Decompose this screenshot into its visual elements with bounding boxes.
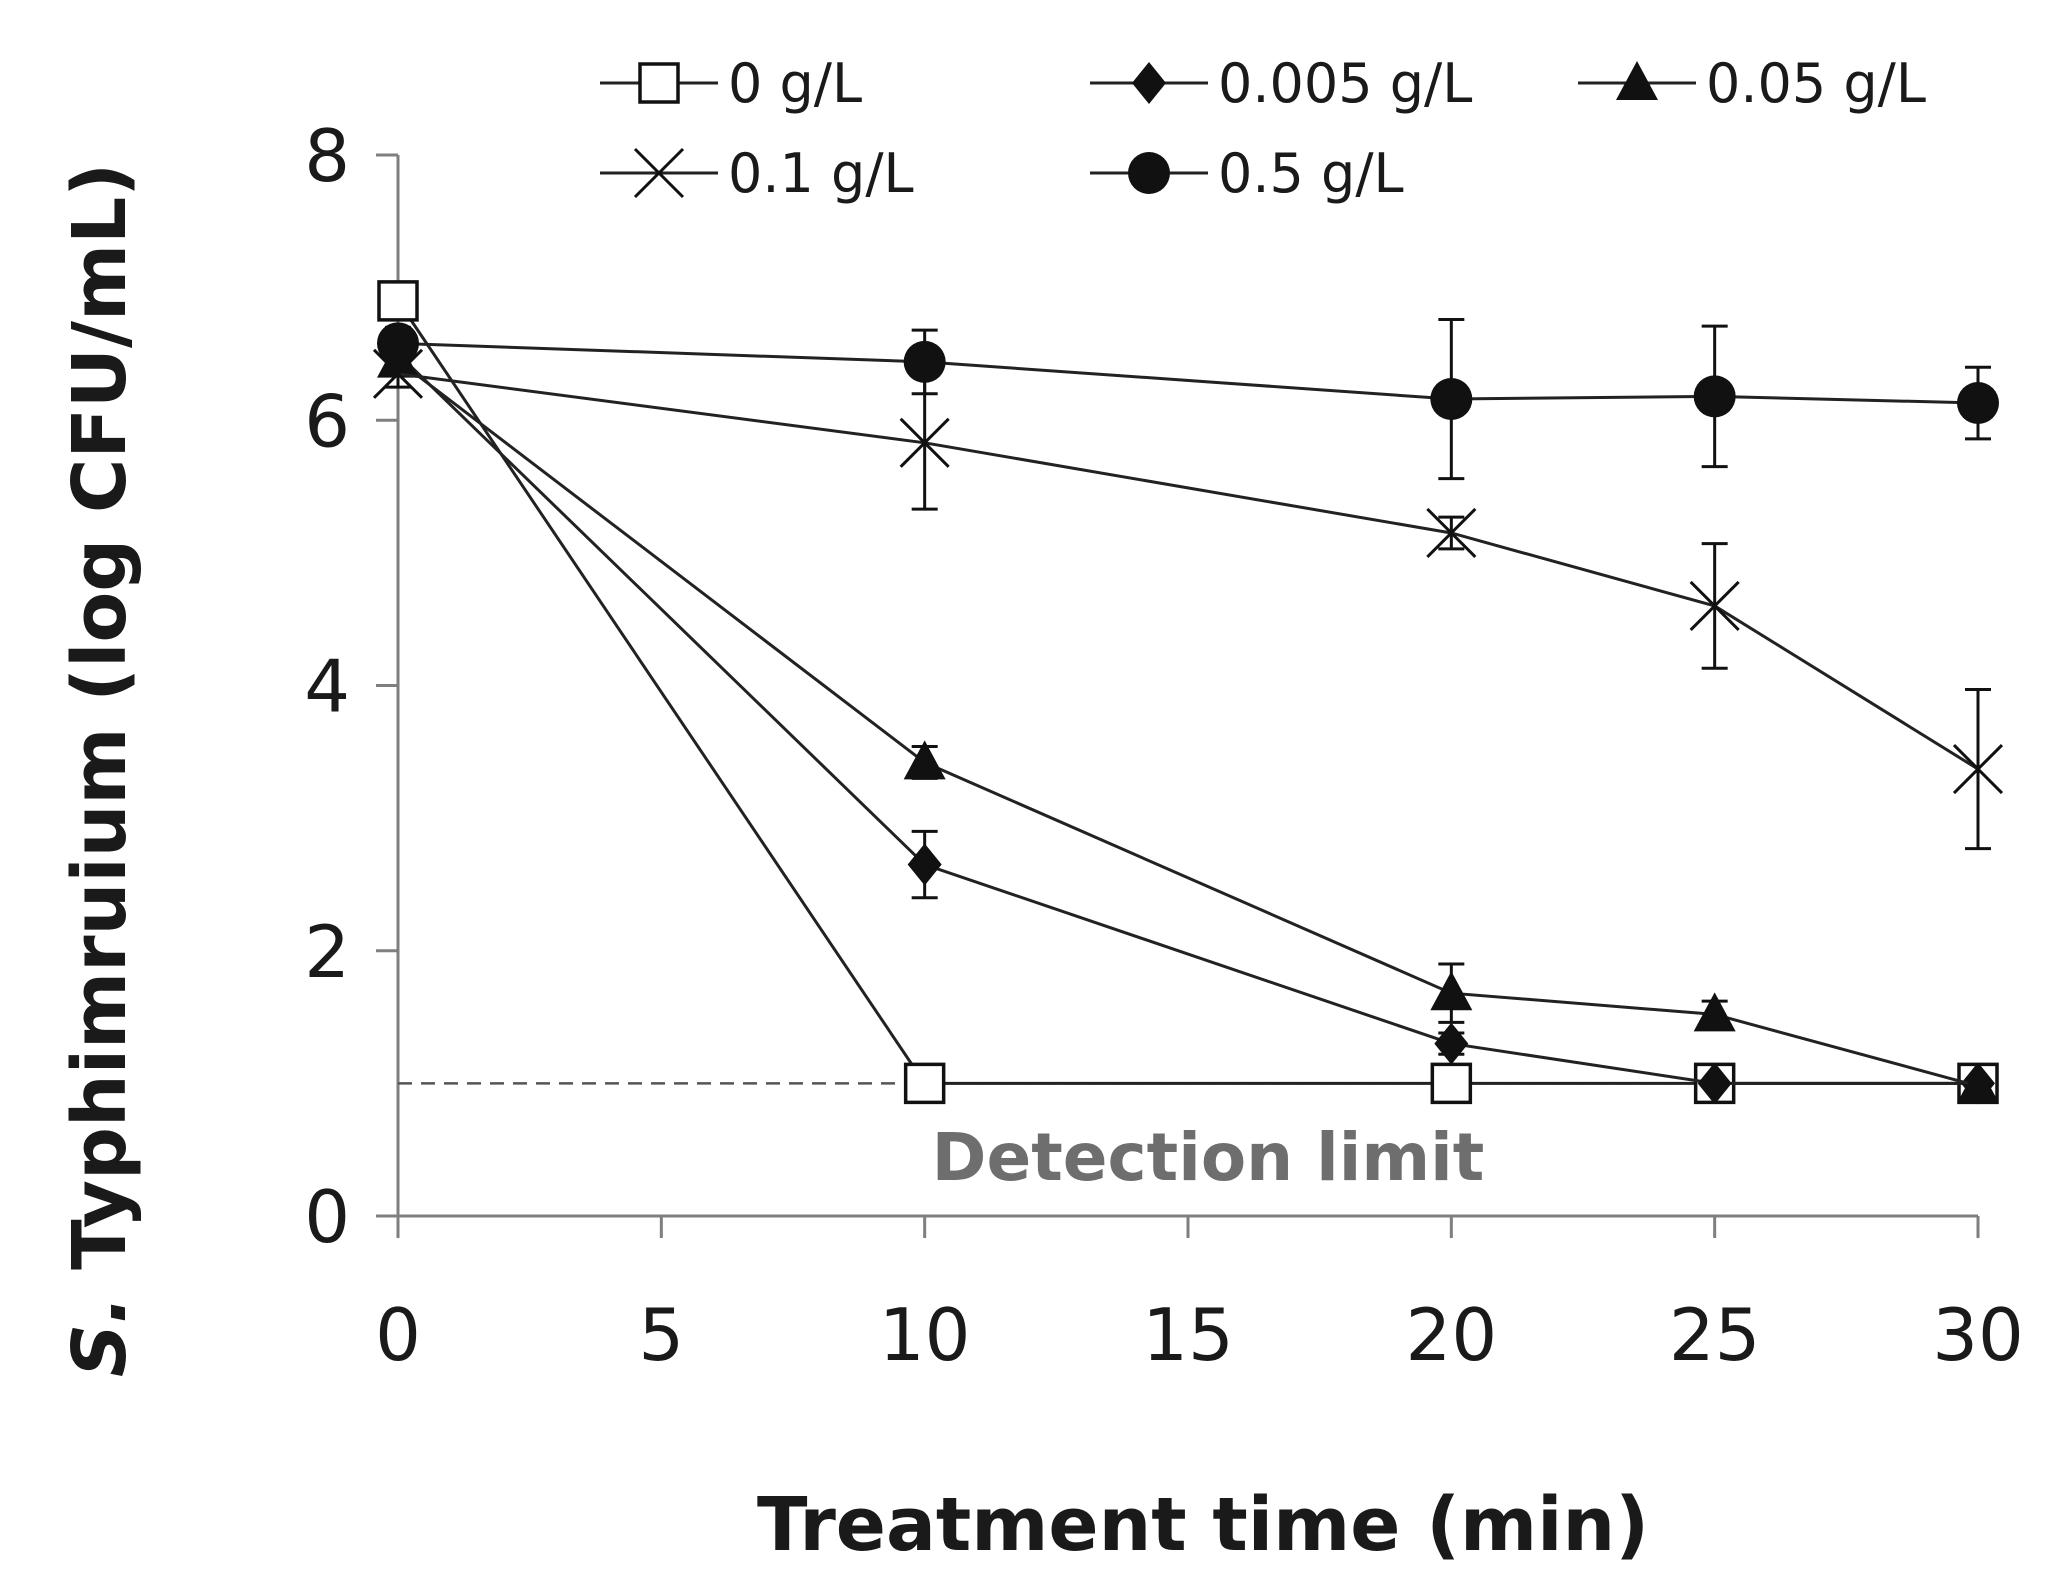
legend-item: 0 g/L xyxy=(600,52,862,115)
marker-x xyxy=(1426,507,1477,559)
x-tick-label: 30 xyxy=(1932,1293,2024,1377)
series-0-05-g-l xyxy=(377,338,1999,1104)
series-0-005-g-l xyxy=(381,332,1995,1105)
x-tick-label: 15 xyxy=(1142,1293,1234,1377)
y-tick-label: 4 xyxy=(304,645,350,729)
legend-label: 0.005 g/L xyxy=(1218,52,1472,115)
marker-diamond xyxy=(1434,1022,1469,1065)
marker-x xyxy=(633,147,685,199)
series-0-1-g-l xyxy=(372,348,2004,851)
marker-square xyxy=(638,62,680,104)
marker-x xyxy=(1952,743,2004,795)
x-tick-label: 0 xyxy=(375,1293,421,1377)
marker-triangle xyxy=(1430,971,1473,1011)
y-axis-title-italic: S. xyxy=(57,1296,143,1377)
marker-diamond xyxy=(907,843,942,886)
marker-circle xyxy=(1693,375,1736,418)
y-tick-label: 0 xyxy=(304,1175,350,1259)
series-line xyxy=(397,372,1979,771)
legend-label: 0.05 g/L xyxy=(1706,52,1926,115)
legend-label: 0 g/L xyxy=(728,52,862,115)
legend-item: 0.005 g/L xyxy=(1090,52,1472,115)
x-tick-label: 25 xyxy=(1669,1293,1761,1377)
marker-triangle xyxy=(1693,992,1736,1032)
legend-item: 0.5 g/L xyxy=(1090,142,1404,205)
series-line xyxy=(397,359,1979,1088)
legend-label: 0.1 g/L xyxy=(728,142,914,205)
marker-square xyxy=(1430,1062,1473,1105)
legend: 0 g/L 0.005 g/L 0.05 g/L 0.1 g/L 0.5 g/L xyxy=(600,52,1926,205)
marker-square xyxy=(903,1062,946,1105)
marker-triangle xyxy=(1616,61,1658,100)
x-tick-label: 5 xyxy=(638,1293,684,1377)
x-tick-label: 20 xyxy=(1406,1293,1498,1377)
y-tick-label: 8 xyxy=(304,114,350,198)
marker-diamond xyxy=(1132,62,1166,104)
series-line xyxy=(396,300,1978,1085)
x-axis-title: Treatment time (min) xyxy=(757,1482,1649,1568)
detection-limit-label: Detection limit xyxy=(932,1119,1485,1196)
x-tick-label: 10 xyxy=(879,1293,971,1377)
series-line xyxy=(397,341,1979,405)
legend-item: 0.05 g/L xyxy=(1578,52,1926,115)
y-axis-title-rest: Typhimruium (log CFU/mL) xyxy=(57,163,143,1296)
series-0-5-g-l xyxy=(377,317,1999,481)
series-line xyxy=(396,352,1978,1085)
legend-label: 0.5 g/L xyxy=(1218,142,1404,205)
marker-x xyxy=(1689,580,1740,631)
marker-triangle xyxy=(903,740,946,780)
marker-circle xyxy=(1957,382,1999,425)
detection-limit-layer: Detection limit xyxy=(398,1082,1978,1196)
legend-item: 0.1 g/L xyxy=(600,142,914,205)
marker-square xyxy=(377,280,419,322)
plot-area xyxy=(372,280,2004,1105)
marker-circle xyxy=(1430,378,1473,421)
marker-diamond xyxy=(1697,1062,1732,1105)
marker-circle xyxy=(903,340,946,383)
y-axis-title: S. Typhimruium (log CFU/mL) xyxy=(57,163,143,1377)
marker-circle xyxy=(377,322,419,365)
axes: 0 2 4 6 8 0 5 10 15 20 25 30 xyxy=(304,114,2024,1377)
y-tick-label: 2 xyxy=(304,910,350,994)
marker-triangle xyxy=(1957,1064,1999,1104)
series-0-g-l xyxy=(377,280,1999,1105)
y-tick-label: 6 xyxy=(304,379,350,463)
marker-x xyxy=(899,417,950,468)
marker-x xyxy=(372,348,424,399)
marker-circle xyxy=(1128,152,1170,194)
